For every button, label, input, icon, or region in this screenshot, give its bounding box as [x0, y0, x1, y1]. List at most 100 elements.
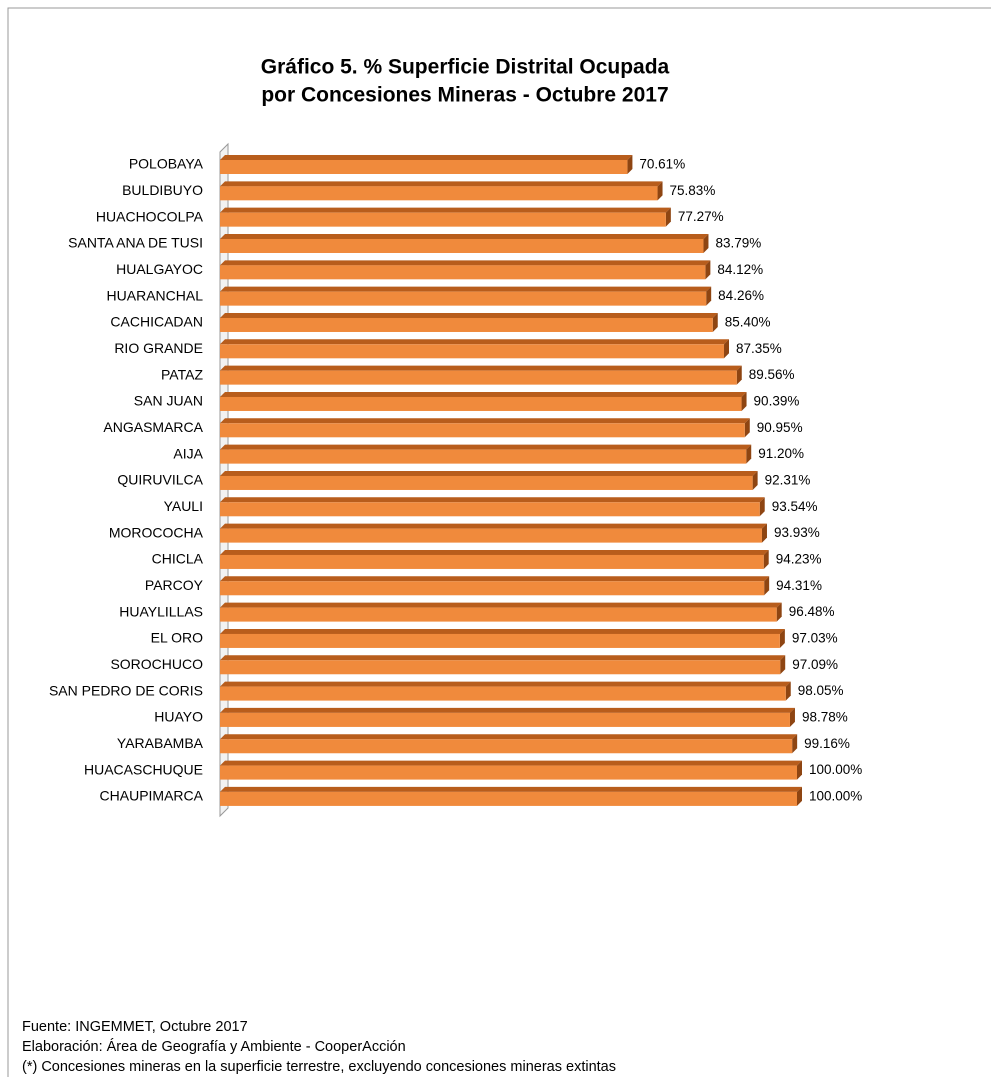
bar: [220, 475, 753, 490]
category-label: HUARANCHAL: [107, 287, 204, 303]
value-label: 93.93%: [774, 525, 820, 540]
bar-top: [220, 707, 795, 713]
value-label: 90.95%: [757, 420, 803, 435]
bar: [220, 581, 765, 596]
bar: [220, 265, 706, 280]
value-label: 100.00%: [809, 762, 862, 777]
category-label: RIO GRANDE: [114, 340, 203, 356]
value-label: 98.78%: [802, 709, 848, 724]
bar-top: [220, 418, 750, 424]
bar: [220, 765, 797, 780]
bar: [220, 317, 713, 332]
bar-side: [780, 655, 786, 675]
value-label: 94.31%: [776, 578, 822, 593]
value-label: 90.39%: [754, 394, 800, 409]
bar-top: [220, 181, 663, 187]
bar-side: [797, 786, 802, 806]
bar-top: [220, 655, 786, 661]
value-label: 99.16%: [804, 736, 850, 751]
bar: [220, 344, 725, 359]
value-label: 98.05%: [798, 683, 844, 698]
category-label: PATAZ: [161, 366, 203, 382]
value-label: 83.79%: [715, 236, 761, 251]
category-label: HUALGAYOC: [116, 261, 203, 277]
category-label: SAN JUAN: [134, 393, 203, 409]
bar-side: [752, 470, 758, 490]
bar-top: [220, 576, 770, 582]
bar-side: [712, 312, 718, 332]
bar-side: [746, 444, 752, 464]
bar-side: [705, 260, 711, 280]
value-label: 97.03%: [792, 631, 838, 646]
value-label: 96.48%: [789, 604, 835, 619]
bar: [220, 212, 666, 227]
bar: [220, 160, 628, 174]
bar-side: [627, 155, 633, 174]
category-label: YAULI: [164, 498, 203, 514]
bar-top: [220, 391, 747, 397]
bar-top: [220, 497, 765, 503]
value-label: 94.23%: [776, 552, 822, 567]
category-label: QUIRUVILCA: [117, 472, 203, 488]
chart-border: [7, 7, 991, 1077]
bar: [220, 712, 790, 727]
bar-side: [792, 734, 798, 754]
category-label: CHAUPIMARCA: [100, 788, 204, 804]
value-label: 92.31%: [765, 473, 811, 488]
bar: [220, 502, 760, 517]
category-label: PARCOY: [145, 577, 204, 593]
bar-top: [220, 760, 802, 766]
category-label: MOROCOCHA: [109, 524, 204, 540]
bar-side: [797, 760, 802, 780]
category-label: HUAYO: [154, 709, 203, 725]
bar-side: [744, 418, 750, 438]
value-label: 87.35%: [736, 341, 782, 356]
category-label: HUACHOCOLPA: [96, 208, 204, 224]
value-label: 70.61%: [639, 157, 685, 172]
chart-title: por Concesiones Mineras - Octubre 2017: [261, 84, 668, 107]
value-label: 84.12%: [717, 262, 763, 277]
bar-side: [761, 523, 767, 543]
bar-side: [763, 549, 769, 569]
bar: [220, 554, 764, 569]
value-label: 100.00%: [809, 788, 862, 803]
chart-title: Gráfico 5. % Superficie Distrital Ocupad…: [261, 56, 670, 79]
category-label: ANGASMARCA: [103, 419, 203, 435]
bar-top: [220, 339, 730, 345]
note: Fuente: INGEMMET, Octubre 2017: [22, 1019, 248, 1035]
bar: [220, 607, 777, 622]
bar-side: [736, 365, 742, 385]
bar-top: [220, 155, 633, 160]
bar-top: [220, 444, 752, 450]
note: (*) Concesiones mineras en la superficie…: [22, 1059, 616, 1075]
bar-side: [759, 497, 765, 517]
bar-side: [724, 339, 730, 359]
bar-top: [220, 207, 671, 213]
category-label: SANTA ANA DE TUSI: [68, 235, 203, 251]
bar-top: [220, 233, 709, 239]
category-label: AIJA: [173, 445, 203, 461]
bar-top: [220, 628, 785, 634]
note: Elaboración: Área de Geografía y Ambient…: [22, 1038, 406, 1055]
category-label: HUAYLILLAS: [119, 603, 203, 619]
bar: [220, 423, 745, 438]
category-label: EL ORO: [151, 630, 203, 646]
bar-side: [779, 628, 785, 648]
bar-side: [776, 602, 782, 622]
bar-top: [220, 602, 782, 608]
bar-side: [706, 286, 712, 306]
bar: [220, 528, 762, 543]
value-label: 89.56%: [749, 367, 795, 382]
bar: [220, 238, 704, 253]
bar-side: [741, 391, 747, 411]
category-label: SAN PEDRO DE CORIS: [49, 682, 203, 698]
bar: [220, 370, 737, 385]
value-label: 91.20%: [758, 446, 804, 461]
bar-top: [220, 734, 798, 740]
value-label: 77.27%: [678, 209, 724, 224]
value-label: 97.09%: [792, 657, 838, 672]
category-label: YARABAMBA: [117, 735, 204, 751]
category-label: CHICLA: [152, 551, 204, 567]
category-label: HUACASCHUQUE: [84, 761, 203, 777]
